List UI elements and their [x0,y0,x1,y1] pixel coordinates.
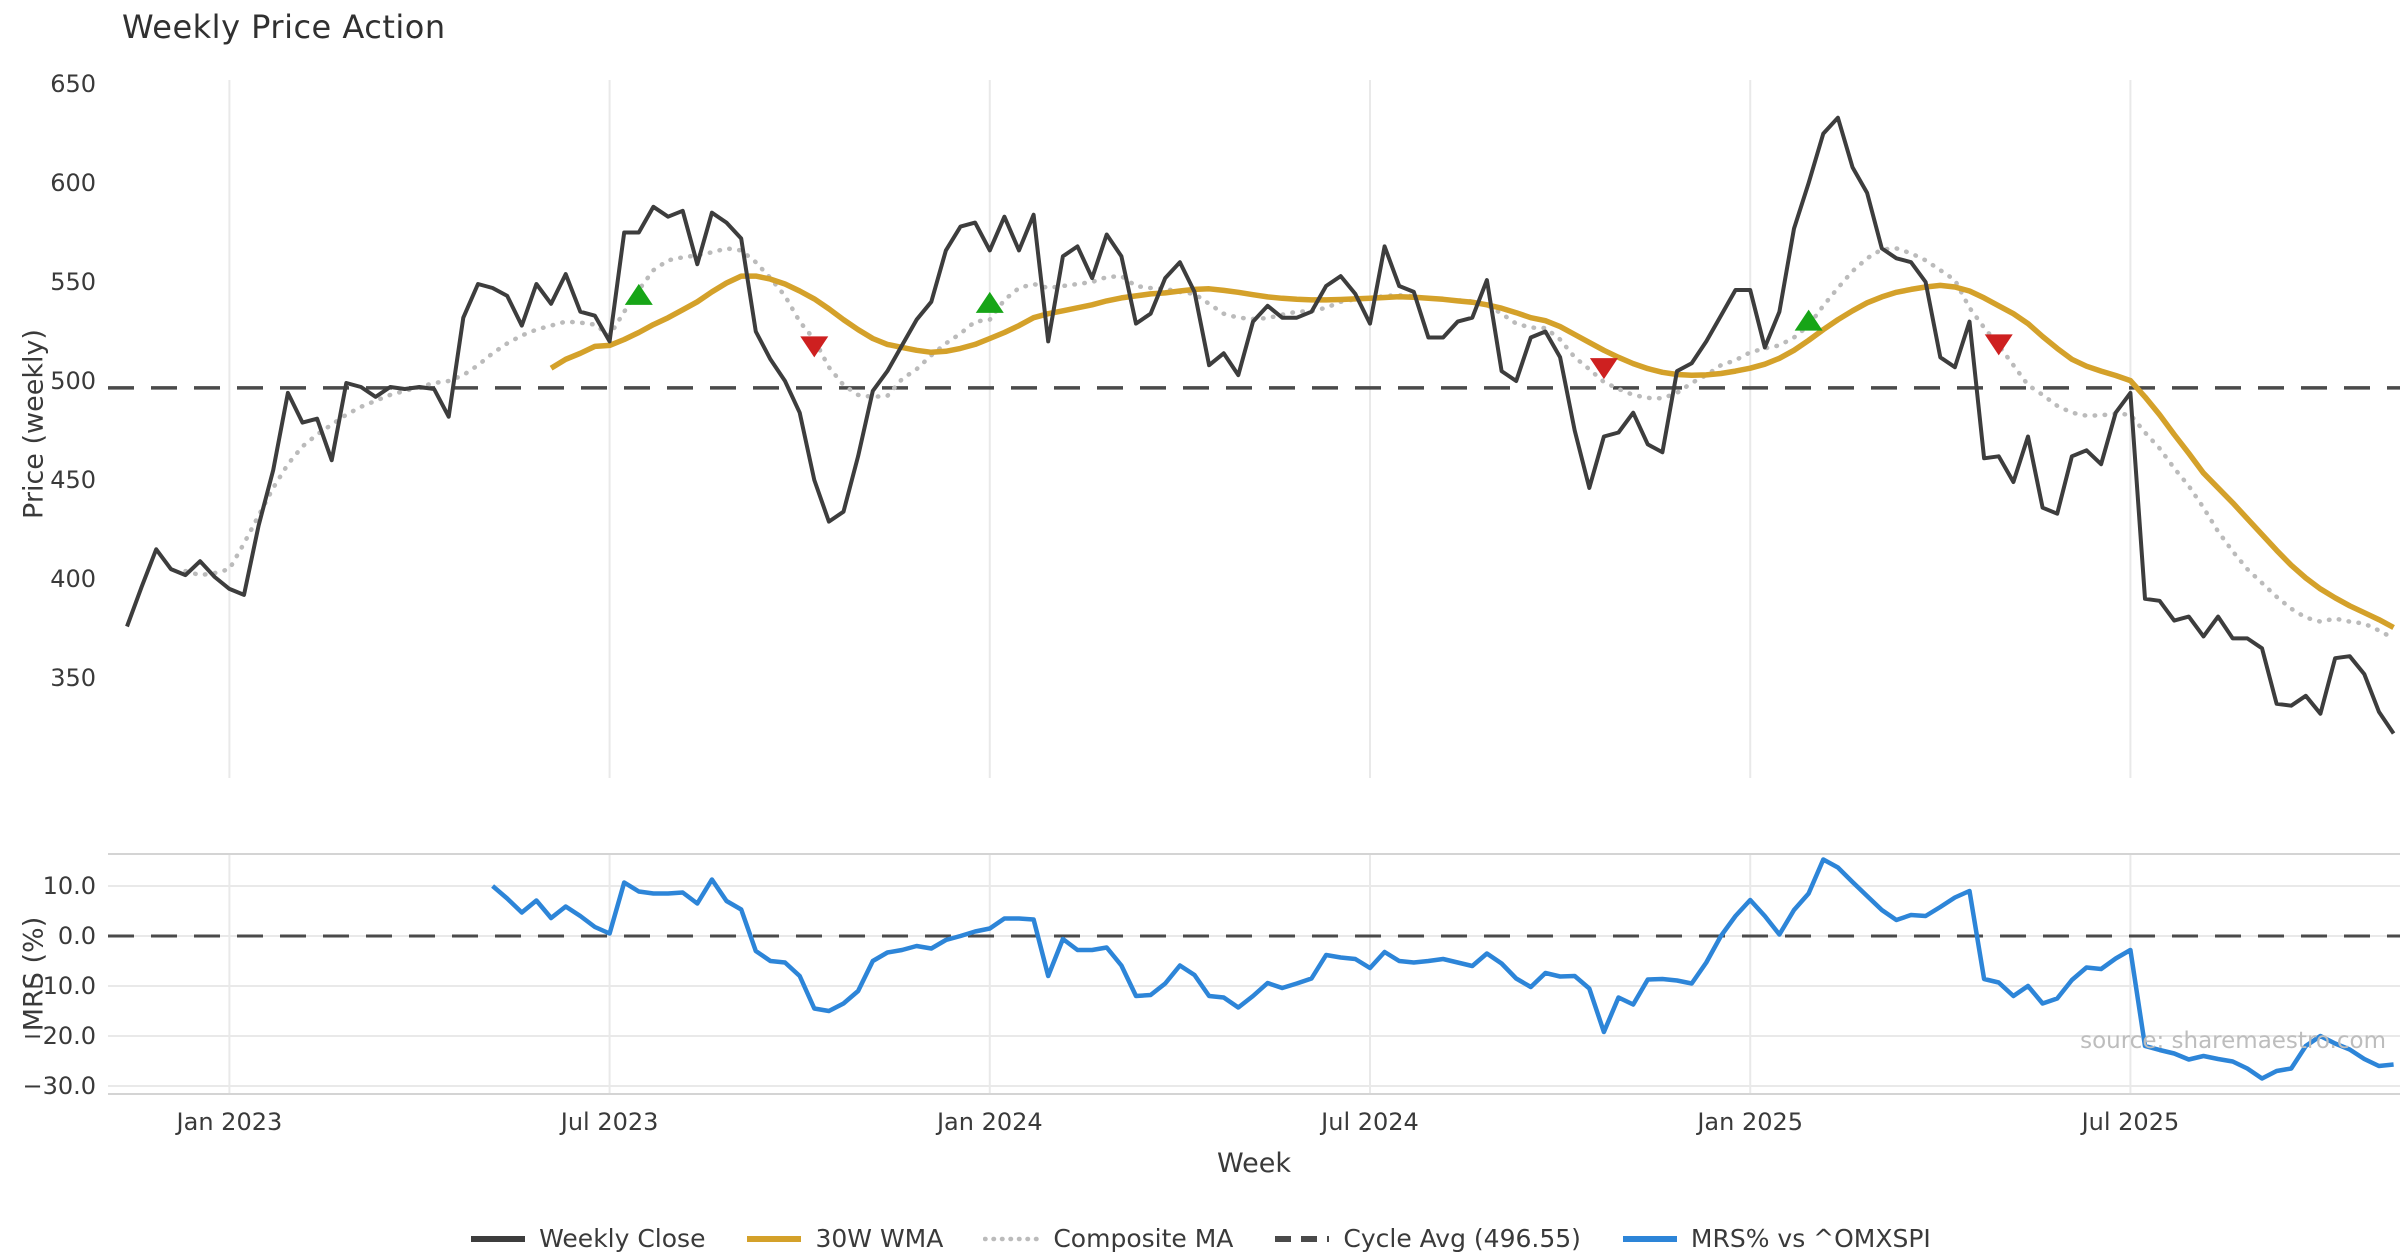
y-tick-label-price: 450 [50,466,96,494]
y-tick-label-mrs: 0.0 [58,922,96,950]
legend-swatch-solid-icon [747,1235,802,1242]
x-axis-title: Week [1217,1148,1291,1179]
mrs-axis-label: MRS (%) [18,916,50,1032]
y-tick-label-price: 500 [50,367,96,395]
sell-signal-icon [1589,358,1618,380]
buy-signal-icon [1794,309,1823,331]
y-tick-label-price: 650 [50,70,96,98]
x-tick-label: Jul 2023 [559,1108,659,1136]
y-tick-label-price: 400 [50,565,96,593]
legend-item: Cycle Avg (496.55) [1273,1224,1581,1253]
legend-label: 30W WMA [815,1224,944,1253]
legend: Weekly Close 30W WMA Composite MA Cycle Avg… [0,1224,2400,1253]
y-tick-label-price: 550 [50,268,96,296]
sell-signal-icon [800,336,829,358]
legend-item: 30W WMA [745,1224,943,1253]
legend-item: Weekly Close [469,1224,705,1253]
wma-line [549,273,2395,630]
mrs-line [491,857,2394,1081]
x-tick-label: Jan 2023 [175,1108,283,1136]
legend-label: Weekly Close [539,1224,706,1253]
composite-ma-line [183,246,2396,641]
x-tick-label: Jul 2024 [1319,1108,1419,1136]
y-tick-label-price: 350 [50,664,96,692]
buy-signal-icon [975,291,1004,313]
y-tick-label-price: 600 [50,169,96,197]
buy-signal-icon [624,283,653,305]
y-tick-label-mrs: 10.0 [43,872,96,900]
sell-signal-icon [1984,334,2013,356]
price-axis-label: Price (weekly) [18,329,50,519]
legend-swatch-dotted-icon [983,1236,1042,1241]
chart-title: Weekly Price Action [122,8,446,46]
x-tick-label: Jan 2025 [1695,1108,1803,1136]
legend-item: Composite MA [983,1224,1233,1253]
watermark: source: sharemaestro.com [2080,1028,2386,1054]
x-tick-label: Jul 2025 [2080,1108,2180,1136]
x-tick-label: Jan 2024 [935,1108,1043,1136]
y-tick-label-mrs: −30.0 [22,1072,96,1100]
legend-label: MRS% vs ^OMXSPI [1690,1224,1931,1253]
legend-swatch-dashed-icon [1275,1235,1330,1242]
legend-swatch-solid-icon [471,1235,526,1242]
legend-item: MRS% vs ^OMXSPI [1621,1224,1931,1253]
legend-label: Composite MA [1053,1224,1234,1253]
y-tick-label-mrs: −20.0 [22,1022,96,1050]
y-tick-label-mrs: −10.0 [22,972,96,1000]
legend-label: Cycle Avg (496.55) [1343,1224,1581,1253]
weekly-close-line [125,115,2396,735]
legend-swatch-solid-icon [1622,1235,1677,1242]
